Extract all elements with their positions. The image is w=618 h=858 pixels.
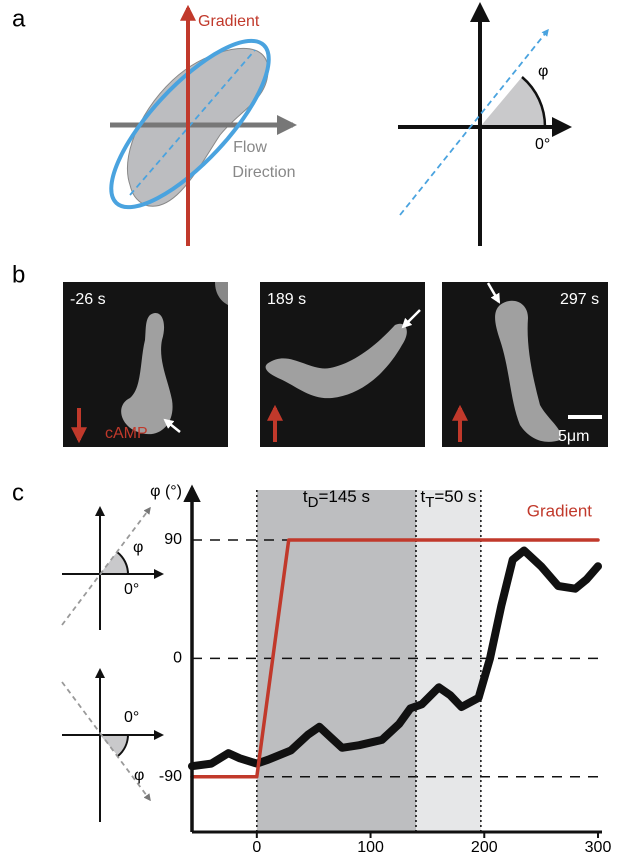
time-label: 297 s (560, 291, 599, 308)
zero-label: 0° (535, 136, 550, 153)
angle-wedge (100, 552, 128, 574)
figure: a b c Gradient Flow Direction φ 0° -26 s… (0, 0, 618, 858)
inset-top: φ 0° (62, 508, 162, 630)
phi-label: φ (134, 767, 144, 784)
gradient-label: Gradient (198, 13, 260, 30)
angle-wedge (100, 735, 128, 756)
y-tick-label: 90 (164, 531, 182, 548)
x-tick-label: 100 (357, 839, 384, 856)
micrographs: -26 s 189 s 297 s cAMP 5μm (63, 282, 608, 447)
interval-label-sub: D (308, 494, 319, 511)
x-tick-label: 300 (585, 839, 612, 856)
diagram-cell: Gradient Flow Direction (89, 8, 296, 246)
inset-bottom: 0° φ (62, 670, 162, 822)
flow-label: Direction (232, 164, 295, 181)
x-tick-label: 0 (252, 839, 261, 856)
phi-label: φ (538, 63, 548, 80)
x-tick-label: 200 (471, 839, 498, 856)
scale-label: 5μm (558, 428, 589, 445)
flow-label: Flow (233, 139, 267, 156)
major-axis (62, 508, 150, 625)
zero-label: 0° (124, 709, 139, 726)
y-tick-label: -90 (159, 768, 182, 785)
interval-label-sub: T (425, 494, 434, 511)
stimulus-label: cAMP (105, 425, 148, 442)
panel-label: c (12, 479, 24, 506)
zero-label: 0° (124, 581, 139, 598)
interval-label-text: =145 s (318, 487, 370, 506)
phi-label: φ (133, 539, 143, 556)
panel-label: b (12, 261, 25, 288)
angle-diagram: φ 0° (398, 6, 568, 246)
y-axis-label: φ (°) (150, 483, 182, 500)
y-tick-label: 0 (173, 650, 182, 667)
time-label: -26 s (70, 291, 106, 308)
time-label: 189 s (267, 291, 306, 308)
legend-label: Gradient (527, 501, 592, 520)
panel-label: a (12, 5, 26, 32)
interval-label-text: =50 s (434, 487, 476, 506)
